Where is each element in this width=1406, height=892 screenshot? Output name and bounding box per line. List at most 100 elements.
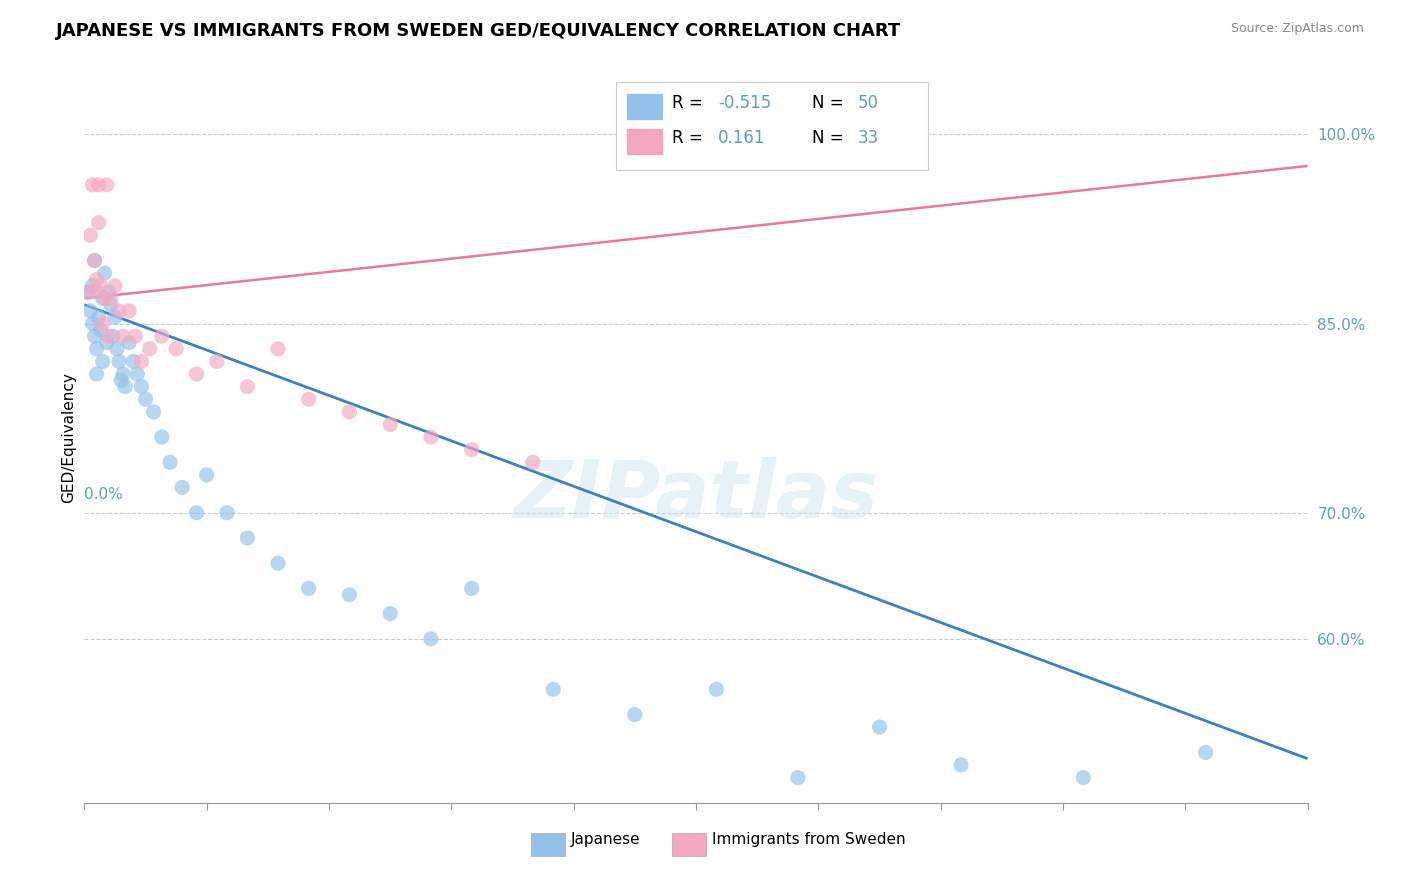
Point (339, 405, 361, 419)
Point (87, 178, 110, 192)
Point (83, 253, 105, 268)
Text: R =: R = (672, 94, 707, 112)
Point (104, 310, 127, 325)
Point (950, 758, 973, 772)
Point (90, 323, 112, 337)
Point (195, 467, 218, 482)
Y-axis label: GED/Equivalency: GED/Equivalency (60, 372, 76, 502)
Point (127, 367, 149, 381)
Point (138, 342, 160, 356)
Point (420, 632, 443, 646)
Point (1073, 771, 1095, 785)
Point (114, 379, 136, 393)
Point (77, 285, 100, 299)
Point (461, 442, 484, 457)
Point (118, 335, 141, 350)
Point (104, 278, 127, 293)
Text: 0.161: 0.161 (718, 129, 765, 147)
Point (131, 354, 153, 368)
Point (267, 556, 290, 570)
Text: 50: 50 (858, 94, 879, 112)
Point (298, 392, 321, 407)
Point (100, 298, 122, 312)
Point (543, 682, 565, 697)
Point (112, 329, 135, 343)
Point (87, 310, 110, 325)
Point (91, 354, 114, 368)
Point (706, 682, 728, 697)
Text: 0.0%: 0.0% (84, 487, 124, 502)
Point (522, 455, 544, 469)
Point (101, 329, 124, 343)
FancyBboxPatch shape (672, 833, 706, 856)
Point (380, 417, 402, 432)
FancyBboxPatch shape (626, 93, 664, 120)
FancyBboxPatch shape (616, 82, 928, 170)
Point (82, 178, 104, 192)
Text: Source: ZipAtlas.com: Source: ZipAtlas.com (1230, 22, 1364, 36)
Text: JAPANESE VS IMMIGRANTS FROM SWEDEN GED/EQUIVALENCY CORRELATION CHART: JAPANESE VS IMMIGRANTS FROM SWEDEN GED/E… (56, 22, 901, 40)
Point (79, 228, 101, 243)
Point (100, 291, 122, 305)
Point (86, 285, 108, 299)
Point (380, 607, 402, 621)
Text: 33: 33 (858, 129, 879, 147)
Point (267, 342, 290, 356)
Point (91, 291, 114, 305)
Point (108, 304, 131, 318)
Point (205, 354, 228, 368)
Point (91, 317, 114, 331)
Point (124, 329, 146, 343)
Text: R =: R = (672, 129, 707, 147)
Point (159, 455, 181, 469)
Point (77, 285, 100, 299)
Point (79, 304, 101, 318)
Point (165, 342, 187, 356)
Text: N =: N = (813, 129, 849, 147)
Point (97, 285, 120, 299)
Point (86, 272, 108, 286)
Point (186, 506, 208, 520)
Point (339, 588, 361, 602)
Point (236, 379, 259, 393)
Point (420, 430, 443, 444)
Text: -0.515: -0.515 (718, 94, 772, 112)
Point (83, 253, 105, 268)
Point (150, 430, 173, 444)
Text: ZIPatlas: ZIPatlas (513, 457, 879, 534)
Point (869, 720, 891, 734)
Point (122, 354, 145, 368)
Point (93, 266, 115, 280)
Point (105, 342, 128, 356)
Point (135, 392, 157, 407)
Point (112, 367, 135, 381)
FancyBboxPatch shape (531, 833, 565, 856)
Point (90, 278, 112, 293)
Point (86, 342, 108, 356)
Text: Japanese: Japanese (571, 832, 641, 847)
Point (172, 481, 194, 495)
Point (131, 379, 153, 393)
Point (298, 582, 321, 596)
Point (186, 367, 208, 381)
Text: Immigrants from Sweden: Immigrants from Sweden (711, 832, 905, 847)
Point (461, 582, 484, 596)
Point (118, 304, 141, 318)
Point (142, 405, 165, 419)
Point (150, 329, 173, 343)
Point (93, 291, 115, 305)
Point (217, 506, 239, 520)
Point (96, 178, 118, 192)
Point (83, 329, 105, 343)
Point (87, 216, 110, 230)
Point (82, 317, 104, 331)
Point (108, 354, 131, 368)
Point (236, 531, 259, 545)
Point (624, 707, 647, 722)
Point (96, 335, 118, 350)
Point (82, 278, 104, 293)
Point (97, 329, 120, 343)
Point (86, 367, 108, 381)
Text: N =: N = (813, 94, 849, 112)
FancyBboxPatch shape (626, 128, 664, 155)
